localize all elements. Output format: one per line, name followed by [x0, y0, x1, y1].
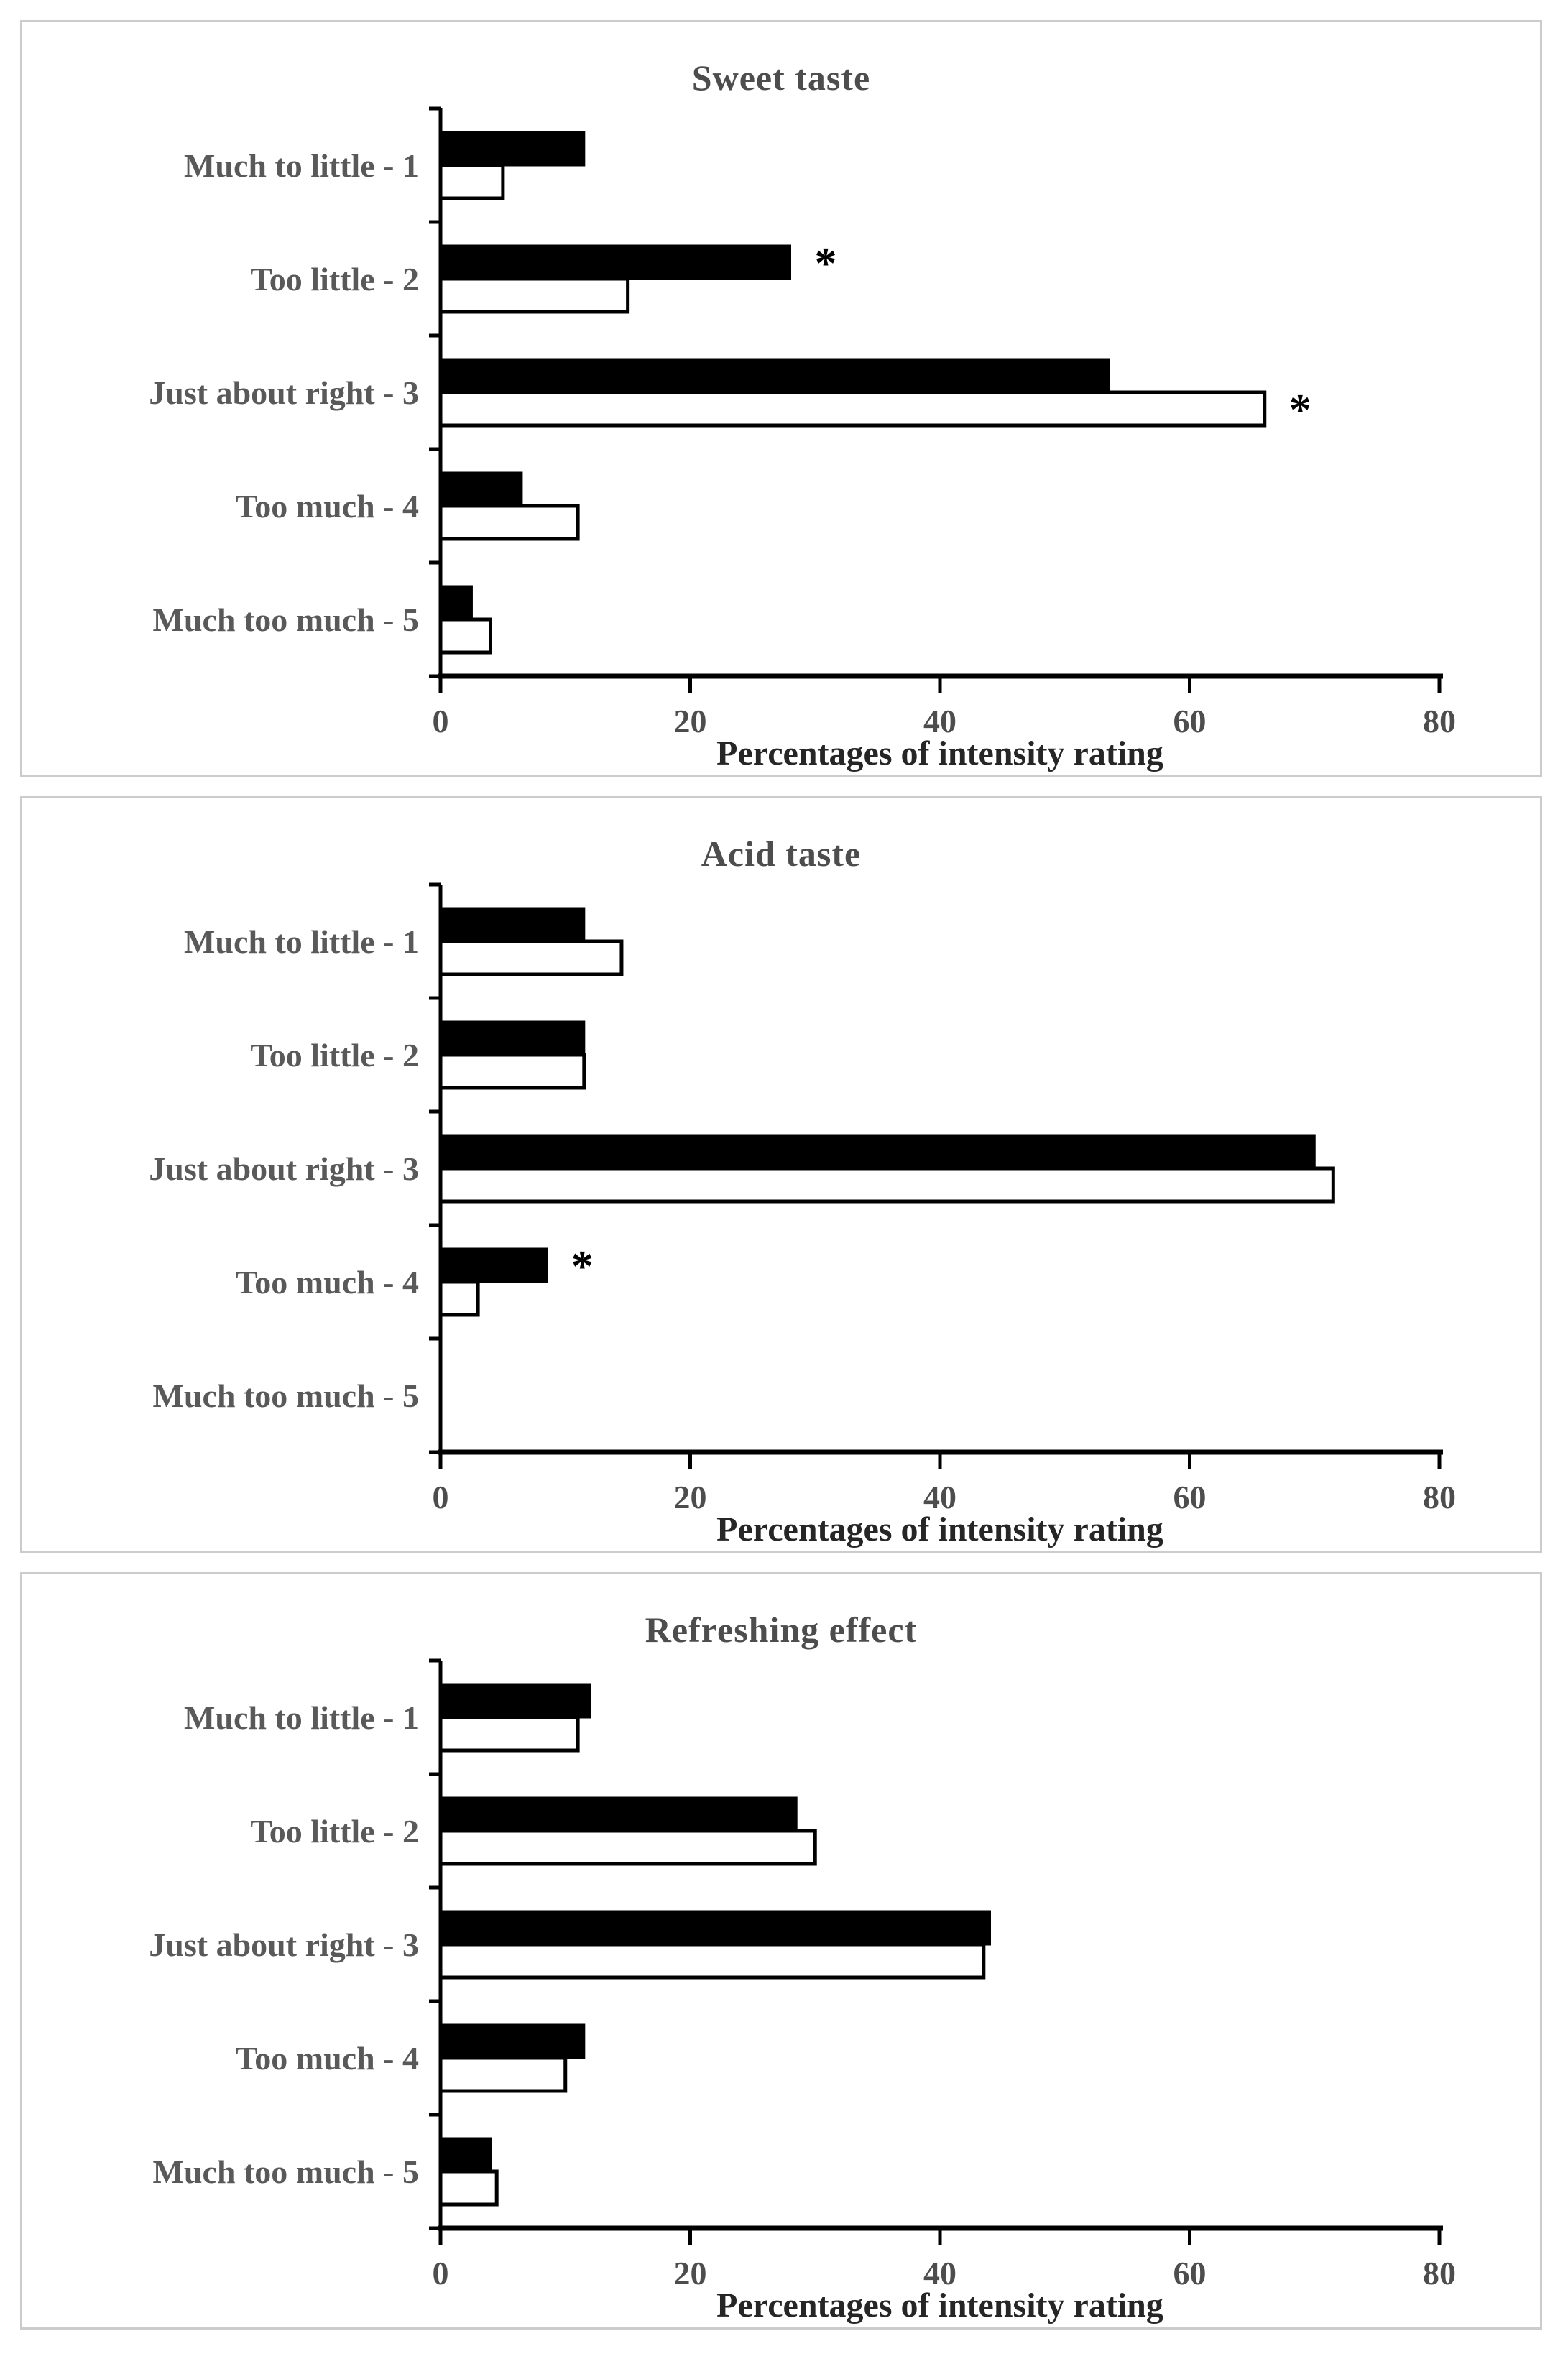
category-label: Much too much - 5 — [152, 601, 419, 638]
category-label: Just about right - 3 — [149, 1150, 419, 1187]
bar-filled — [439, 244, 791, 280]
category-label: Too little - 2 — [250, 261, 419, 297]
category-label: Just about right - 3 — [149, 1926, 419, 1963]
bar-filled — [439, 907, 586, 943]
bar-filled — [439, 2023, 586, 2059]
category-label: Much too much - 5 — [152, 2153, 419, 2190]
chart-title: Sweet taste — [691, 57, 871, 98]
bar-filled — [439, 1910, 991, 1946]
bar-open — [438, 1829, 817, 1866]
bar-open — [438, 939, 624, 976]
x-tick-label: 40 — [923, 1479, 956, 1515]
bar-filled — [439, 1020, 586, 1056]
chart-panel-sweet-taste: 0 20 40 60 80 Much to little - 1 Too little - … — [20, 20, 1542, 777]
bar-open — [438, 2169, 499, 2207]
bar-open — [438, 390, 1267, 428]
x-axis-label: Percentages of intensity rating — [716, 2286, 1163, 2324]
bar-open — [438, 1942, 986, 1980]
bar-open — [438, 163, 505, 200]
bar-filled — [439, 1247, 548, 1283]
bar-filled — [439, 2137, 492, 2173]
category-label: Much too much - 5 — [152, 1377, 419, 1414]
chart-title: Acid taste — [701, 834, 862, 874]
x-axis-label: Percentages of intensity rating — [716, 1510, 1163, 1548]
bar-filled — [439, 1683, 591, 1719]
x-tick-label: 0 — [433, 1479, 449, 1515]
bar-open — [438, 1053, 586, 1090]
x-tick-label: 80 — [1423, 703, 1456, 739]
x-tick-label: 60 — [1173, 703, 1207, 739]
acid-taste-bar-plot: 0 20 40 60 80 Much to little - 1 Too little - … — [149, 882, 1456, 1515]
chart-title: Refreshing effect — [645, 1610, 918, 1650]
x-tick-label: 80 — [1423, 1479, 1456, 1515]
bar-open — [438, 277, 630, 314]
category-label: Much to little - 1 — [184, 923, 419, 960]
x-axis-label: Percentages of intensity rating — [716, 734, 1163, 772]
significance-asterisk: * — [571, 1242, 594, 1291]
bar-open — [438, 504, 580, 541]
bar-open — [438, 1715, 580, 1753]
chart-panel-acid-taste: 0 20 40 60 80 Much to little - 1 Too little - … — [20, 796, 1542, 1553]
bar-filled — [439, 585, 473, 621]
bar-filled — [439, 1796, 798, 1832]
bar-filled — [439, 1134, 1316, 1170]
category-label: Too little - 2 — [250, 1037, 419, 1074]
category-label: Much to little - 1 — [184, 147, 419, 184]
x-tick-label: 20 — [674, 1479, 707, 1515]
sweet-taste-bar-plot: 0 20 40 60 80 Much to little - 1 Too little - … — [149, 106, 1456, 739]
x-tick-label: 40 — [923, 703, 956, 739]
bar-open — [438, 1166, 1335, 1204]
category-label: Too much - 4 — [236, 1264, 419, 1301]
x-tick-label: 20 — [674, 703, 707, 739]
x-tick-label: 60 — [1173, 1479, 1207, 1515]
category-label: Much to little - 1 — [184, 1699, 419, 1736]
bar-open — [438, 2056, 568, 2093]
category-label: Too little - 2 — [250, 1813, 419, 1850]
x-tick-label: 80 — [1423, 2255, 1456, 2291]
x-tick-label: 60 — [1173, 2255, 1207, 2291]
x-tick-label: 20 — [674, 2255, 707, 2291]
x-tick-label: 0 — [433, 703, 449, 739]
chart-panel-refreshing-effect: 0 20 40 60 80 Much to little - 1 Too little - … — [20, 1572, 1542, 2330]
x-tick-label: 0 — [433, 2255, 449, 2291]
significance-asterisk: * — [1289, 386, 1311, 435]
bar-filled — [439, 358, 1110, 394]
refreshing-effect-bar-plot: 0 20 40 60 80 Much to little - 1 Too little - … — [149, 1658, 1456, 2291]
x-tick-label: 40 — [923, 2255, 956, 2291]
category-label: Just about right - 3 — [149, 374, 419, 411]
category-label: Too much - 4 — [236, 2040, 419, 2077]
significance-asterisk: * — [815, 239, 837, 288]
bar-open — [438, 1280, 480, 1317]
bar-filled — [439, 471, 523, 507]
category-label: Too much - 4 — [236, 488, 419, 525]
bar-filled — [439, 131, 586, 167]
bar-open — [438, 617, 492, 655]
